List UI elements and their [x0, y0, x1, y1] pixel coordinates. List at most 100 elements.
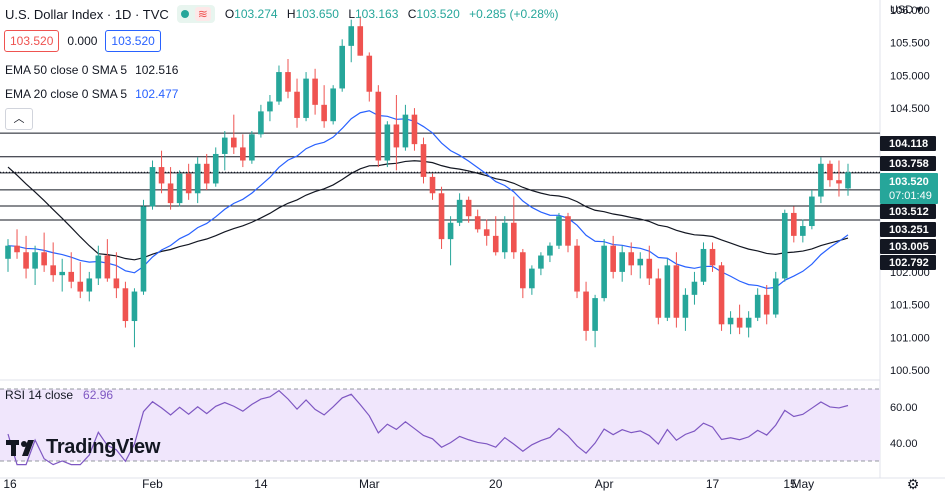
candle-body-84 [763, 294, 770, 315]
candle-body-81 [736, 317, 743, 328]
candle-body-56 [511, 222, 517, 253]
ema20-legend[interactable]: EMA 20 close 0 SMA 5 102.477 [5, 87, 178, 101]
candle-body-52 [474, 216, 481, 230]
candle-body-23 [212, 153, 219, 184]
price-tick-label-3: 104.500 [890, 103, 930, 115]
candle-body-40 [366, 55, 373, 92]
candle-body-19 [176, 173, 183, 204]
ohlc-value-low: 103.163 [355, 7, 399, 21]
candle-body-46 [420, 144, 427, 177]
candle-body-38 [348, 26, 355, 46]
candle-body-32 [294, 91, 300, 118]
candle-body-90 [818, 163, 824, 197]
candle-body-88 [800, 226, 806, 236]
data-delay-icon: ≋ [194, 7, 211, 21]
level-label-2: 103.512 [889, 206, 929, 218]
candle-body-25 [231, 137, 237, 148]
level-label-3: 103.251 [889, 224, 929, 236]
candle-body-3 [32, 252, 38, 269]
price-tick-label-7: 100.500 [890, 365, 930, 377]
candle-body-72 [655, 278, 662, 318]
sell-price-button[interactable]: 103.520 [4, 30, 60, 52]
level-badge-2 [880, 204, 936, 219]
candle-body-71 [646, 258, 653, 279]
price-tick-label-1: 105.500 [890, 38, 930, 50]
ohlc-values: O103.274 H103.650 L103.163 C103.520 +0.2… [225, 7, 565, 21]
candle-body-70 [637, 258, 644, 266]
ohlc-label-open: O [224, 7, 235, 21]
rsi-tick-label-1: 40.00 [890, 438, 918, 450]
ema50-line [7, 160, 849, 261]
market-open-icon [180, 10, 189, 18]
price-tick-label-5: 101.500 [890, 300, 930, 312]
candle-body-37 [339, 45, 345, 89]
currency-selector[interactable]: USD ▾ [890, 3, 922, 16]
collapse-legend-button[interactable]: ︿ [5, 108, 33, 130]
price-tick-label-0: 106.000 [890, 5, 930, 17]
settings-gear-icon[interactable]: ⚙ [906, 476, 920, 492]
candle-body-91 [827, 163, 833, 181]
spread-value: 0.000 [67, 34, 98, 48]
candle-body-9 [86, 278, 93, 292]
candle-body-0 [5, 245, 11, 259]
candle-body-10 [95, 255, 102, 279]
candle-body-68 [619, 252, 625, 272]
level-label-5: 102.792 [889, 257, 929, 269]
candle-body-43 [393, 124, 400, 148]
candle-body-78 [709, 248, 716, 266]
candle-body-69 [628, 252, 635, 266]
candle-body-22 [203, 163, 210, 184]
candle-body-35 [321, 104, 327, 122]
candle-body-61 [556, 216, 562, 246]
candle-body-16 [149, 167, 156, 207]
candle-body-53 [483, 229, 490, 236]
time-tick-label-2: 14 [254, 477, 268, 491]
market-status[interactable]: ≋ [176, 5, 215, 23]
price-tick-label-6: 101.000 [890, 332, 930, 344]
candle-body-50 [456, 199, 463, 223]
candle-body-13 [122, 288, 129, 322]
candle-body-75 [682, 294, 689, 318]
candle-body-62 [565, 216, 571, 246]
ohlc-label-low: L [348, 7, 355, 21]
ema20-value: 102.477 [135, 87, 179, 101]
tradingview-logo[interactable]: TradingView [6, 436, 160, 459]
level-badge-0 [880, 136, 936, 151]
candle-body-80 [727, 317, 734, 325]
ohlc-value-close: 103.520 [416, 7, 460, 21]
candle-body-57 [520, 252, 526, 289]
level-label-1: 103.758 [889, 158, 929, 170]
candle-body-12 [113, 278, 120, 289]
countdown-label: 07:01:49 [889, 190, 932, 202]
price-change: +0.285 (+0.28%) [469, 7, 559, 21]
rsi-band [0, 389, 880, 461]
ema50-label: EMA 50 close 0 SMA 5 [5, 63, 128, 77]
candle-body-76 [691, 281, 698, 295]
rsi-legend[interactable]: RSI 14 close 62.96 [5, 388, 113, 402]
buy-price-button[interactable]: 103.520 [105, 30, 161, 52]
candle-body-59 [538, 255, 544, 269]
candle-body-77 [700, 248, 707, 282]
time-tick-label-5: Apr [595, 477, 614, 491]
candle-body-89 [809, 196, 815, 227]
rsi-tick-label-0: 60.00 [890, 402, 918, 414]
candle-body-20 [185, 173, 192, 194]
candle-body-85 [772, 278, 779, 315]
candle-body-18 [167, 183, 174, 204]
symbol-title[interactable]: U.S. Dollar Index · 1D · TVC [5, 6, 169, 22]
level-badge-3 [880, 222, 936, 237]
time-tick-label-8: 15 [783, 477, 797, 491]
candle-body-60 [547, 245, 553, 256]
ema50-legend[interactable]: EMA 50 close 0 SMA 5 102.516 [5, 63, 178, 77]
candle-body-67 [610, 245, 616, 272]
candle-body-7 [68, 271, 75, 282]
time-tick-label-0: 16 [3, 477, 17, 491]
candle-body-28 [258, 111, 264, 135]
last-price-label: 103.520 [889, 176, 929, 188]
candle-body-17 [158, 167, 165, 184]
tradingview-logo-icon [6, 439, 34, 456]
currency-label: USD [890, 4, 914, 16]
candle-body-49 [447, 222, 454, 240]
time-tick-label-7: May [792, 477, 815, 491]
